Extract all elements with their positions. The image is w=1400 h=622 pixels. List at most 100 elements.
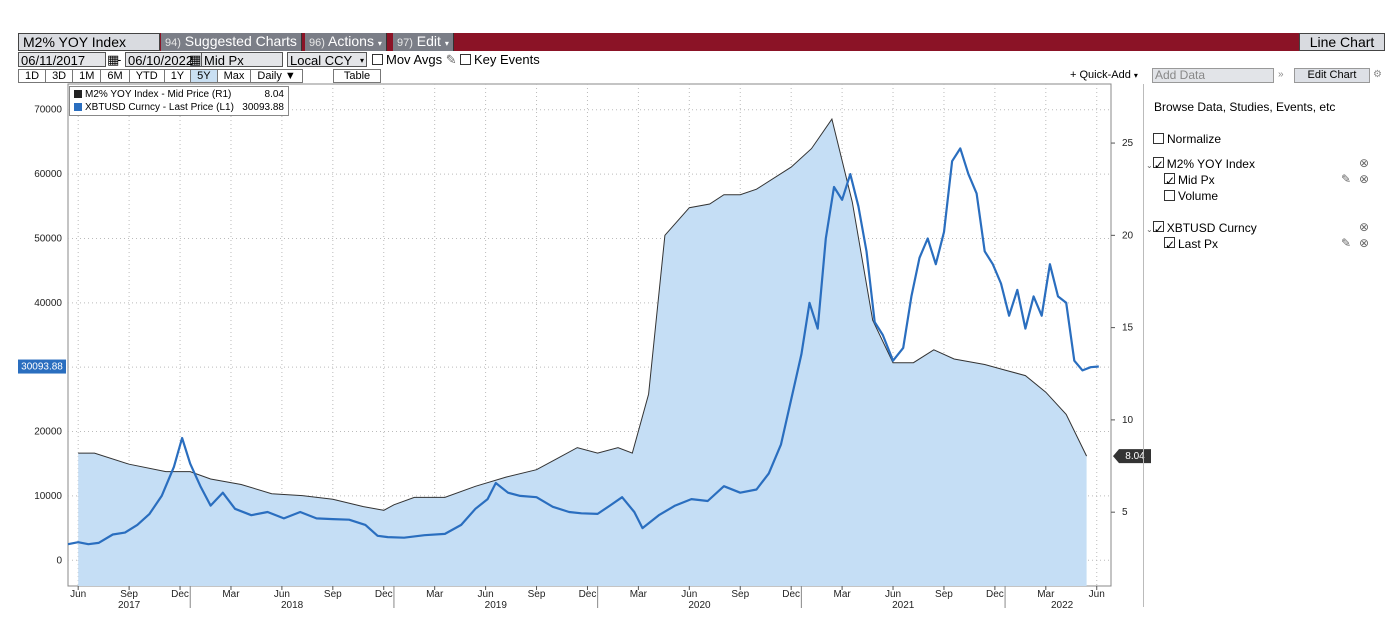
key-events-toggle[interactable]: Key Events [460,52,540,67]
left-tick-label: 60000 [34,169,62,180]
calendar-icon[interactable]: ▦ [189,52,202,67]
start-date-field[interactable]: 06/11/2017 [18,52,106,68]
right-tick-label: 15 [1122,323,1134,334]
year-label: 2018 [281,600,304,611]
caret-down-icon: ▾ [444,39,449,48]
field-item-volume[interactable]: Volume [1164,189,1218,203]
quick-add-label: Quick-Add [1079,69,1131,81]
left-tick-label: 20000 [34,427,62,438]
chart-type-button[interactable]: Line Chart [1299,33,1385,51]
settings-icon[interactable]: ⚙ [1373,69,1382,80]
left-tick-label: 10000 [34,491,62,502]
currency-select[interactable]: Local CCY ▾ [287,52,367,68]
edit-label: Edit [416,33,441,49]
x-tick-label: Dec [782,589,800,600]
period-5y[interactable]: 5Y [190,69,217,83]
remove-icon[interactable]: ⊗ [1359,236,1370,250]
right-tick-label: 10 [1122,415,1134,426]
x-tick-label: Mar [1037,589,1055,600]
suggested-charts-number: 94) [165,37,181,49]
x-tick-label: Sep [528,589,546,600]
sec2-label: XBTUSD Curncy [1166,221,1257,235]
browse-text: Browse Data, Studies, Events, etc [1154,100,1336,114]
legend-value: 8.04 [264,89,284,100]
key-events-checkbox[interactable] [460,54,471,65]
frequency-select[interactable]: Daily ▼ [250,69,303,83]
m2-checkbox[interactable]: ✓ [1152,157,1164,172]
security-field[interactable]: M2% YOY Index [18,33,160,51]
left-tick-label: 50000 [34,233,62,244]
forward-icon[interactable]: » [1278,69,1284,80]
x-tick-label: Mar [426,589,444,600]
end-date-field[interactable]: 06/10/2022 [125,52,213,68]
legend-item-xbt: XBTUSD Curncy - Last Price (L1) 30093.88 [74,101,284,114]
period-max[interactable]: Max [216,69,251,83]
right-tick-label: 5 [1122,507,1128,518]
date-separator: - [117,52,122,67]
security-label: M2% YOY Index [23,34,126,50]
edit-number: 97) [397,37,413,49]
suggested-charts-button[interactable]: 94) Suggested Charts [161,33,302,51]
start-date-value: 06/11/2017 [21,53,86,68]
last-px-checkbox[interactable]: ✓ [1164,237,1176,252]
field-item-last[interactable]: ✓ Last Px [1164,237,1218,252]
year-label: 2019 [485,600,508,611]
security-item-m2[interactable]: ⌄✓ M2% YOY Index [1146,157,1255,172]
security-item-xbt[interactable]: ⌄✓ XBTUSD Curncy [1146,221,1257,236]
x-tick-label: Dec [579,589,597,600]
mid-px-checkbox[interactable]: ✓ [1164,173,1176,188]
period-1y[interactable]: 1Y [163,69,191,83]
xbt-checkbox[interactable]: ✓ [1152,221,1164,236]
period-ytd[interactable]: YTD [128,69,164,83]
period-selector: 1D 3D 1M 6M YTD 1Y 5Y Max Daily ▼ [18,69,303,83]
pencil-icon[interactable]: ✎ [1341,172,1352,186]
mov-avgs-toggle[interactable]: Mov Avgs ✎ [372,52,457,67]
mov-avgs-checkbox[interactable] [372,54,383,65]
table-button[interactable]: Table [333,69,381,83]
last-value-tag-right [1113,449,1151,464]
x-tick-label: Jun [885,589,901,600]
last-value-left: 30093.88 [21,362,63,373]
edit-chart-label: Edit Chart [1307,69,1357,81]
normalize-label: Normalize [1167,132,1222,146]
volume-checkbox[interactable] [1164,190,1175,201]
table-label: Table [343,70,371,82]
legend: M2% YOY Index - Mid Price (R1) 8.04 XBTU… [69,86,289,116]
year-label: 2021 [892,600,915,611]
edit-chart-button[interactable]: Edit Chart [1294,68,1370,83]
remove-icon[interactable]: ⊗ [1359,172,1370,186]
remove-icon[interactable]: ⊗ [1359,220,1370,234]
x-tick-label: Jun [70,589,86,600]
actions-number: 96) [309,37,325,49]
right-tick-label: 25 [1122,138,1134,149]
chevron-down-icon[interactable]: ⌄ [1146,161,1153,170]
period-6m[interactable]: 6M [100,69,129,83]
mov-avgs-label: Mov Avgs [386,52,443,67]
add-data-input[interactable]: Add Data [1152,68,1274,83]
quick-add-button[interactable]: + Quick-Add ▾ [1070,69,1138,83]
edit-button[interactable]: 97) Edit ▾ [393,33,454,51]
plus-icon: + [1070,69,1077,81]
suggested-charts-label: Suggested Charts [184,33,297,49]
normalize-toggle[interactable]: Normalize [1153,132,1221,146]
legend-swatch-blue [74,103,82,111]
series-area-m2 [78,119,1087,586]
field-item-mid[interactable]: ✓ Mid Px [1164,173,1215,188]
x-tick-label: Sep [120,589,138,600]
pencil-icon[interactable]: ✎ [1341,236,1352,250]
period-1d[interactable]: 1D [18,69,46,83]
normalize-checkbox[interactable] [1153,133,1164,144]
period-1m[interactable]: 1M [72,69,101,83]
key-events-label: Key Events [474,52,540,67]
actions-button[interactable]: 96) Actions ▾ [305,33,387,51]
period-3d[interactable]: 3D [45,69,73,83]
remove-icon[interactable]: ⊗ [1359,156,1370,170]
left-tick-label: 40000 [34,298,62,309]
pencil-icon[interactable]: ✎ [445,52,457,67]
field-select[interactable]: Mid Px [201,52,283,68]
x-tick-label: Mar [833,589,851,600]
series-line-m2 [78,117,1088,511]
chevron-down-icon[interactable]: ⌄ [1146,225,1153,234]
calendar-icon[interactable]: ▦ [107,52,120,67]
